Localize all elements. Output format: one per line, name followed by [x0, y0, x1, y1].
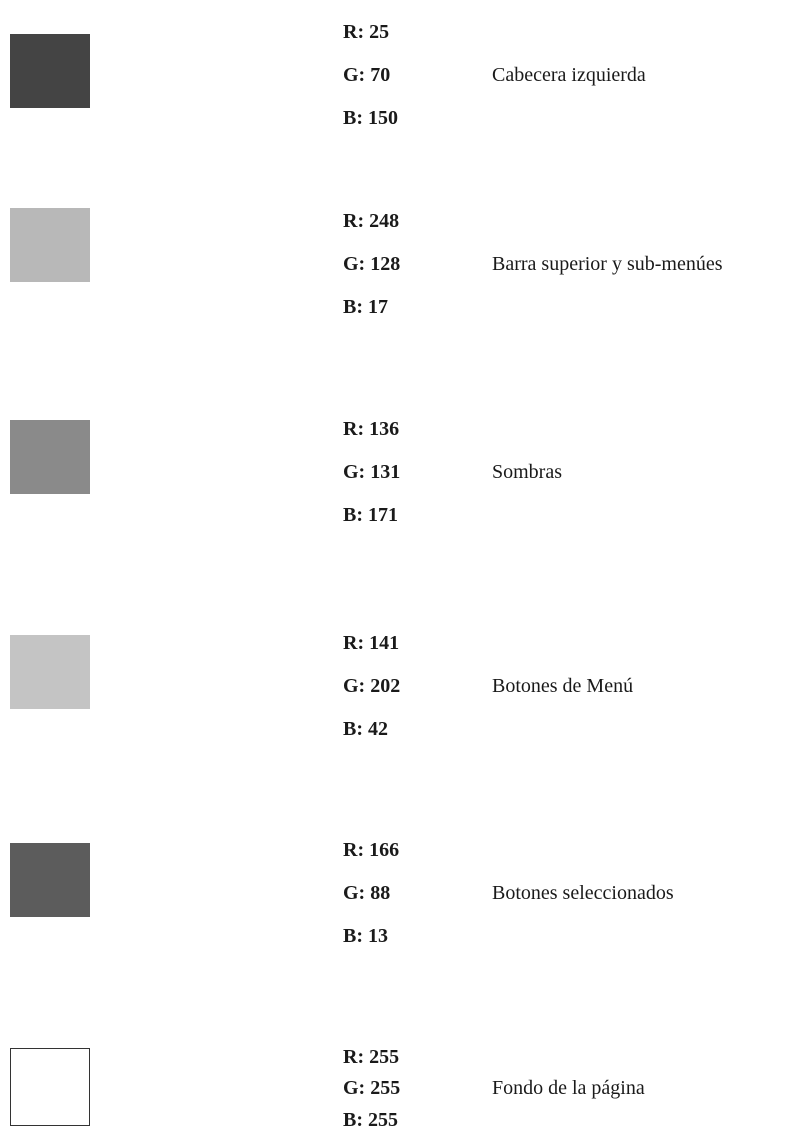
- green-value: G: 70: [343, 64, 391, 86]
- color-description: Botones de Menú: [492, 675, 634, 697]
- blue-value: B: 42: [343, 718, 388, 740]
- green-value: G: 128: [343, 253, 401, 275]
- color-swatch: [10, 1048, 90, 1126]
- blue-value: B: 255: [343, 1109, 398, 1131]
- blue-value: B: 150: [343, 107, 398, 129]
- red-value: R: 166: [343, 839, 400, 861]
- color-swatch: [10, 34, 90, 108]
- red-value: R: 141: [343, 632, 400, 654]
- red-value: R: 248: [343, 210, 400, 232]
- color-description: Botones seleccionados: [492, 882, 674, 904]
- red-value: R: 25: [343, 21, 390, 43]
- color-swatch: [10, 843, 90, 917]
- color-description: Fondo de la página: [492, 1077, 645, 1099]
- color-description: Barra superior y sub-menúes: [492, 253, 723, 275]
- green-value: G: 255: [343, 1077, 401, 1099]
- blue-value: B: 17: [343, 296, 388, 318]
- color-swatch: [10, 208, 90, 282]
- color-description: Cabecera izquierda: [492, 64, 646, 86]
- green-value: G: 131: [343, 461, 401, 483]
- blue-value: B: 171: [343, 504, 398, 526]
- red-value: R: 255: [343, 1046, 400, 1068]
- blue-value: B: 13: [343, 925, 388, 947]
- color-description: Sombras: [492, 461, 562, 483]
- color-swatch: [10, 420, 90, 494]
- green-value: G: 202: [343, 675, 401, 697]
- green-value: G: 88: [343, 882, 391, 904]
- red-value: R: 136: [343, 418, 400, 440]
- color-swatch: [10, 635, 90, 709]
